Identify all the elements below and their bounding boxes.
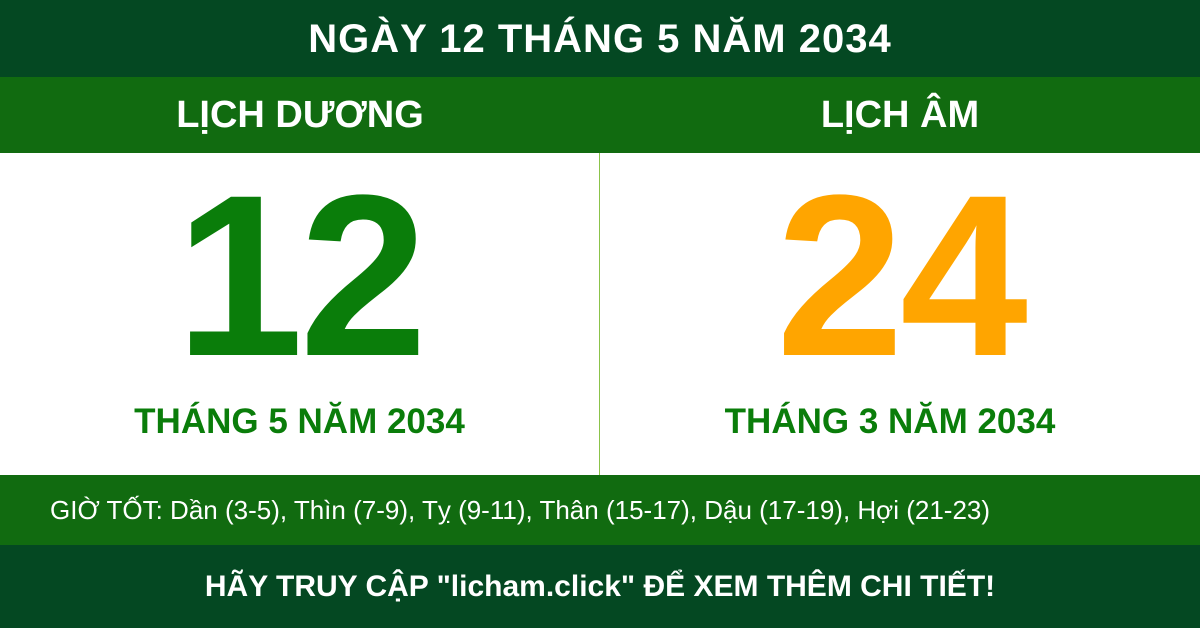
- good-hours: GIỜ TỐT: Dần (3-5), Thìn (7-9), Tỵ (9-11…: [0, 475, 1200, 545]
- page-title: NGÀY 12 THÁNG 5 NĂM 2034: [0, 0, 1200, 77]
- lunar-month-year: THÁNG 3 NĂM 2034: [724, 402, 1056, 441]
- solar-column: 12 THÁNG 5 NĂM 2034: [0, 153, 600, 475]
- calendar-headers: LỊCH DƯƠNG LỊCH ÂM: [0, 77, 1200, 153]
- footer-cta: HÃY TRUY CẬP "licham.click" ĐỂ XEM THÊM …: [0, 545, 1200, 628]
- solar-month-year: THÁNG 5 NĂM 2034: [134, 402, 465, 441]
- lunar-column: 24 THÁNG 3 NĂM 2034: [600, 153, 1200, 475]
- calendar-body: 12 THÁNG 5 NĂM 2034 24 THÁNG 3 NĂM 2034: [0, 153, 1200, 475]
- lunar-day: 24: [776, 147, 1028, 404]
- solar-day: 12: [175, 147, 428, 404]
- solar-calendar-label: LỊCH DƯƠNG: [176, 94, 424, 136]
- lunar-calendar-label: LỊCH ÂM: [820, 94, 980, 136]
